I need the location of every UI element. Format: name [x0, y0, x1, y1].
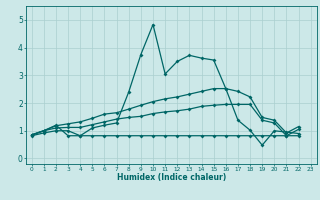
- X-axis label: Humidex (Indice chaleur): Humidex (Indice chaleur): [116, 173, 226, 182]
